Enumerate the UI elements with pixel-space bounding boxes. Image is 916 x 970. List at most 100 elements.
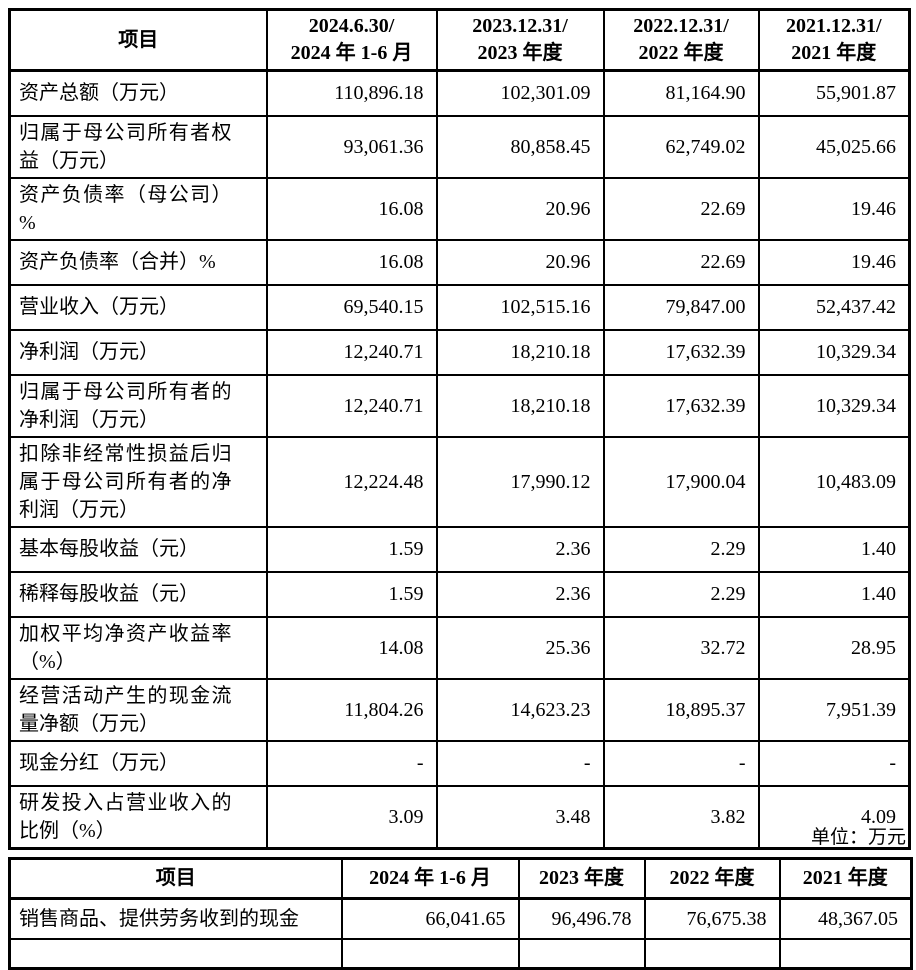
table-row: 稀释每股收益（元） 1.59 2.36 2.29 1.40 [8, 570, 911, 618]
row-label: 加权平均净资产收益率（%） [8, 615, 268, 680]
row-value: 22.69 [602, 238, 760, 286]
table-row: 净利润（万元） 12,240.71 18,210.18 17,632.39 10… [8, 328, 911, 376]
table-row: 资产总额（万元） 110,896.18 102,301.09 81,164.90… [8, 69, 911, 117]
row-value: 2.36 [435, 570, 605, 618]
row-value [517, 937, 646, 970]
row-value: 1.40 [757, 570, 911, 618]
row-value: 69,540.15 [265, 283, 438, 331]
cashflow-table: 项目 2024 年 1-6 月 2023 年度 2022 年度 2021 年度 … [8, 857, 913, 970]
row-value: 18,210.18 [435, 373, 605, 438]
row-value: - [265, 739, 438, 787]
row-value: 1.59 [265, 570, 438, 618]
row-value: 80,858.45 [435, 114, 605, 179]
row-value: 1.59 [265, 525, 438, 573]
row-value [778, 937, 913, 970]
row-value: 45,025.66 [757, 114, 911, 179]
row-value: 81,164.90 [602, 69, 760, 117]
row-value: 1.40 [757, 525, 911, 573]
summary-table: 项目 2024.6.30/ 2024 年 1-6 月 2023.12.31/ 2… [8, 8, 911, 850]
row-value: 14.08 [265, 615, 438, 680]
header-period-2022: 2022.12.31/ 2022 年度 [602, 8, 760, 72]
row-value: - [435, 739, 605, 787]
row-value: - [602, 739, 760, 787]
row-label [8, 937, 343, 970]
row-value: 2.29 [602, 525, 760, 573]
row-value: 19.46 [757, 176, 911, 241]
table-row: 现金分红（万元） - - - - [8, 739, 911, 787]
row-label: 研发投入占营业收入的比例（%） [8, 784, 268, 849]
header-period-line: 2022 年度 [638, 42, 724, 64]
row-value: 20.96 [435, 176, 605, 241]
row-value: 10,329.34 [757, 328, 911, 376]
row-value: 12,240.71 [265, 373, 438, 438]
row-value: 102,515.16 [435, 283, 605, 331]
row-value: 32.72 [602, 615, 760, 680]
table-row: 资产负债率（合并）% 16.08 20.96 22.69 19.46 [8, 238, 911, 286]
row-value: 22.69 [602, 176, 760, 241]
row-value: 48,367.05 [778, 897, 913, 940]
header-period-2022: 2022 年度 [643, 857, 781, 900]
row-value: 14,623.23 [435, 677, 605, 742]
row-value: 93,061.36 [265, 114, 438, 179]
row-value: 3.09 [265, 784, 438, 849]
row-value: 102,301.09 [435, 69, 605, 117]
table-header-row: 项目 2024 年 1-6 月 2023 年度 2022 年度 2021 年度 [8, 857, 913, 900]
row-label: 归属于母公司所有者的净利润（万元） [8, 373, 268, 438]
header-period-line: 2021 年度 [791, 42, 877, 64]
header-period-line: 2021.12.31/ [785, 15, 882, 37]
table-row: 扣除非经常性损益后归属于母公司所有者的净利润（万元） 12,224.48 17,… [8, 435, 911, 528]
row-value [340, 937, 520, 970]
row-value: 62,749.02 [602, 114, 760, 179]
row-value: 16.08 [265, 176, 438, 241]
table-row: 资产负债率（母公司）% 16.08 20.96 22.69 19.46 [8, 176, 911, 241]
row-value: 11,804.26 [265, 677, 438, 742]
row-value: - [757, 739, 911, 787]
row-label: 稀释每股收益（元） [8, 570, 268, 618]
row-value: 4.09 [757, 784, 911, 849]
row-value: 76,675.38 [643, 897, 781, 940]
table-row: 归属于母公司所有者的净利润（万元） 12,240.71 18,210.18 17… [8, 373, 911, 438]
header-period-2024: 2024 年 1-6 月 [340, 857, 520, 900]
header-period-line: 2024.6.30/ [308, 15, 395, 37]
table-row: 营业收入（万元） 69,540.15 102,515.16 79,847.00 … [8, 283, 911, 331]
header-item: 项目 [8, 857, 343, 900]
row-value: 79,847.00 [602, 283, 760, 331]
table-header-row: 项目 2024.6.30/ 2024 年 1-6 月 2023.12.31/ 2… [8, 8, 911, 72]
row-label: 资产负债率（合并）% [8, 238, 268, 286]
header-period-line: 2024 年 1-6 月 [290, 42, 413, 64]
header-period-line: 2022.12.31/ [633, 15, 729, 37]
row-value: 3.82 [602, 784, 760, 849]
row-label: 经营活动产生的现金流量净额（万元） [8, 677, 268, 742]
table-row-partial [8, 937, 913, 970]
table-row: 归属于母公司所有者权益（万元） 93,061.36 80,858.45 62,7… [8, 114, 911, 179]
row-label: 资产负债率（母公司）% [8, 176, 268, 241]
row-label: 基本每股收益（元） [8, 525, 268, 573]
row-label: 销售商品、提供劳务收到的现金 [8, 897, 343, 940]
table-row: 基本每股收益（元） 1.59 2.36 2.29 1.40 [8, 525, 911, 573]
row-value: 17,990.12 [435, 435, 605, 528]
row-value: 10,329.34 [757, 373, 911, 438]
row-value: 12,240.71 [265, 328, 438, 376]
table-row: 经营活动产生的现金流量净额（万元） 11,804.26 14,623.23 18… [8, 677, 911, 742]
row-value: 66,041.65 [340, 897, 520, 940]
row-value: 7,951.39 [757, 677, 911, 742]
header-period-2024: 2024.6.30/ 2024 年 1-6 月 [265, 8, 438, 72]
header-period-2023: 2023 年度 [517, 857, 646, 900]
table-row: 销售商品、提供劳务收到的现金 66,041.65 96,496.78 76,67… [8, 897, 913, 940]
row-label: 扣除非经常性损益后归属于母公司所有者的净利润（万元） [8, 435, 268, 528]
header-period-line: 2023.12.31/ [472, 15, 568, 37]
row-value: 52,437.42 [757, 283, 911, 331]
header-period-2021: 2021.12.31/ 2021 年度 [757, 8, 911, 72]
header-period-2023: 2023.12.31/ 2023 年度 [435, 8, 605, 72]
row-value: 20.96 [435, 238, 605, 286]
row-label: 归属于母公司所有者权益（万元） [8, 114, 268, 179]
header-period-line: 2023 年度 [477, 42, 563, 64]
row-value: 18,210.18 [435, 328, 605, 376]
row-value: 2.36 [435, 525, 605, 573]
table-row: 研发投入占营业收入的比例（%） 3.09 3.48 3.82 4.09 [8, 784, 911, 849]
row-value: 16.08 [265, 238, 438, 286]
row-label: 净利润（万元） [8, 328, 268, 376]
table-row: 加权平均净资产收益率（%） 14.08 25.36 32.72 28.95 [8, 615, 911, 680]
header-item: 项目 [8, 8, 268, 72]
row-value: 25.36 [435, 615, 605, 680]
